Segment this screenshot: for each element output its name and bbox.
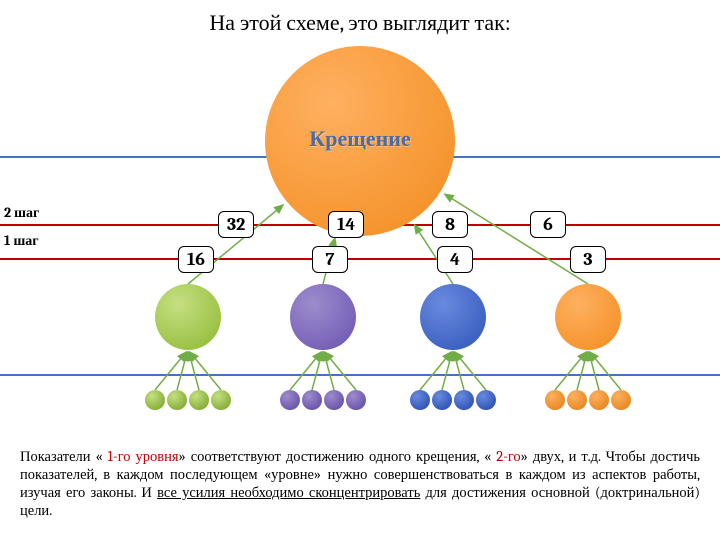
small-circle bbox=[545, 390, 565, 410]
step1-label: 1 шаг bbox=[4, 232, 39, 250]
small-circle bbox=[410, 390, 430, 410]
row2-box: 32 bbox=[218, 211, 254, 238]
row2-box: 8 bbox=[432, 211, 468, 238]
small-circle bbox=[611, 390, 631, 410]
step2-label: 2 шаг bbox=[4, 204, 39, 222]
small-circle bbox=[145, 390, 165, 410]
row2-box: 6 bbox=[530, 211, 566, 238]
mid-circle bbox=[290, 284, 356, 350]
footer-text: Показатели « 1-го уровня» соответствуют … bbox=[20, 448, 700, 521]
small-circle bbox=[302, 390, 322, 410]
small-circle bbox=[432, 390, 452, 410]
small-circle bbox=[324, 390, 344, 410]
small-circle bbox=[476, 390, 496, 410]
footer-lvl1: 1-го уровня bbox=[108, 448, 179, 465]
footer-pre: Показатели « bbox=[20, 448, 108, 465]
page-title: На этой схеме, это выглядит так: bbox=[0, 0, 720, 36]
small-circle bbox=[189, 390, 209, 410]
small-circle bbox=[346, 390, 366, 410]
hline-blue-bot bbox=[0, 374, 720, 376]
small-circle bbox=[589, 390, 609, 410]
small-circle bbox=[280, 390, 300, 410]
small-circle bbox=[567, 390, 587, 410]
main-circle-label: Крещение bbox=[265, 126, 455, 152]
row1-box: 7 bbox=[312, 246, 348, 273]
footer-lvl2: 2-го bbox=[496, 448, 520, 465]
footer-bold: все усилия необходимо сконцентрировать bbox=[157, 484, 420, 501]
row1-box: 16 bbox=[178, 246, 214, 273]
diagram-area: 2 шаг 1 шаг Крещение 32 14 8 6 16 7 4 3 bbox=[0, 36, 720, 426]
mid-circle bbox=[420, 284, 486, 350]
small-circle bbox=[167, 390, 187, 410]
footer-mid1: » соответствуют достижению одного крещен… bbox=[179, 448, 497, 465]
row1-box: 3 bbox=[570, 246, 606, 273]
mid-circle bbox=[555, 284, 621, 350]
small-circle bbox=[454, 390, 474, 410]
row2-box: 14 bbox=[328, 211, 364, 238]
hline-red-bot bbox=[0, 258, 720, 260]
mid-circle bbox=[155, 284, 221, 350]
row1-box: 4 bbox=[437, 246, 473, 273]
small-circle bbox=[211, 390, 231, 410]
